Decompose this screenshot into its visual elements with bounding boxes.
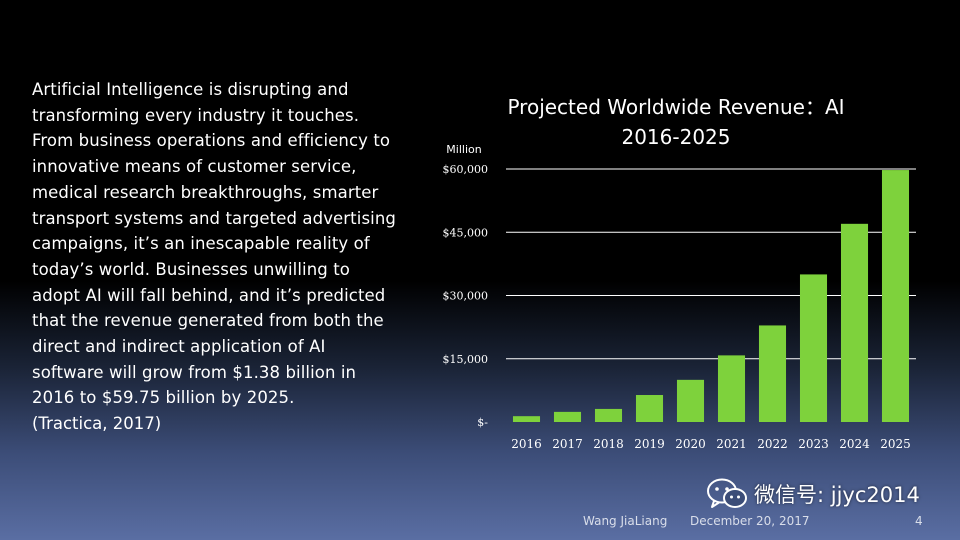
y-tick-label: $15,000 (443, 353, 489, 366)
x-tick-label: 2020 (675, 437, 706, 451)
bar-2024 (840, 223, 869, 422)
chart-title: Projected Worldwide Revenue：AI 2016-2025 (507, 95, 845, 149)
bar-2020 (676, 379, 705, 422)
x-tick-label: 2024 (839, 437, 870, 451)
wechat-icon (707, 478, 747, 508)
x-tick-label: 2021 (716, 437, 747, 451)
citation: (Tractica, 2017) (32, 414, 162, 433)
y-axis-unit-label: Million (446, 143, 481, 156)
x-tick-label: 2023 (798, 437, 829, 451)
page-number: 4 (915, 514, 923, 528)
y-tick-label: $- (477, 416, 488, 429)
bar-2019 (635, 395, 664, 422)
bar-2021 (717, 355, 746, 422)
x-tick-label: 2018 (593, 437, 624, 451)
y-tick-label: $45,000 (443, 226, 489, 239)
y-tick-label: $60,000 (443, 163, 489, 176)
bar-2017 (553, 411, 582, 422)
x-tick-label: 2022 (757, 437, 788, 451)
y-tick-label: $30,000 (443, 290, 489, 303)
bar-2016 (512, 416, 541, 422)
bar-2023 (799, 274, 828, 422)
x-tick-label: 2019 (634, 437, 665, 451)
x-tick-label: 2016 (511, 437, 542, 451)
bar-2025 (881, 170, 910, 422)
x-tick-label: 2017 (552, 437, 583, 451)
bar-2022 (758, 325, 787, 422)
wechat-watermark: 微信号: jjyc2014 (706, 477, 920, 511)
footer-date: December 20, 2017 (690, 514, 810, 528)
bar-2018 (594, 408, 623, 422)
body-paragraph: Artificial Intelligence is disrupting an… (32, 80, 396, 408)
footer-author: Wang JiaLiang (583, 514, 668, 528)
watermark-text: 微信号: jjyc2014 (754, 483, 920, 507)
x-tick-label: 2025 (880, 437, 911, 451)
